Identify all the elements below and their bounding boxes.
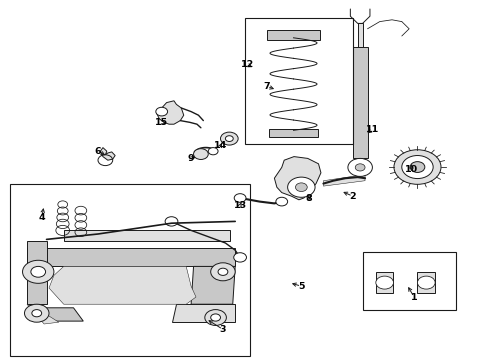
- Circle shape: [208, 148, 218, 155]
- Text: 3: 3: [220, 325, 226, 334]
- Circle shape: [24, 304, 49, 322]
- Circle shape: [348, 158, 372, 176]
- Bar: [417, 272, 435, 293]
- Text: 15: 15: [155, 118, 168, 127]
- Text: 13: 13: [234, 201, 246, 210]
- Text: 9: 9: [188, 154, 195, 163]
- Bar: [10, 184, 250, 356]
- Polygon shape: [29, 308, 83, 321]
- Circle shape: [211, 263, 235, 281]
- Bar: [376, 272, 393, 293]
- Text: 12: 12: [241, 60, 254, 69]
- Circle shape: [394, 150, 441, 184]
- Circle shape: [220, 132, 238, 145]
- Polygon shape: [274, 157, 321, 200]
- Circle shape: [402, 156, 433, 179]
- Text: 10: 10: [405, 165, 418, 174]
- Circle shape: [194, 149, 208, 159]
- Circle shape: [31, 266, 46, 277]
- Circle shape: [225, 136, 233, 141]
- Polygon shape: [269, 129, 318, 137]
- Circle shape: [234, 194, 246, 202]
- Polygon shape: [27, 248, 235, 266]
- Text: 7: 7: [264, 82, 270, 91]
- Circle shape: [410, 162, 425, 172]
- Circle shape: [218, 268, 228, 275]
- Circle shape: [295, 183, 307, 192]
- Text: 8: 8: [305, 194, 312, 202]
- Circle shape: [23, 260, 54, 283]
- Text: 6: 6: [95, 147, 101, 156]
- Circle shape: [276, 197, 288, 206]
- Text: 5: 5: [298, 282, 305, 291]
- Circle shape: [234, 253, 246, 262]
- Polygon shape: [267, 30, 320, 40]
- Circle shape: [211, 314, 220, 321]
- Text: 4: 4: [38, 213, 45, 222]
- Polygon shape: [49, 266, 196, 304]
- Polygon shape: [191, 266, 235, 304]
- Bar: [353, 47, 368, 158]
- Bar: [245, 18, 353, 144]
- Polygon shape: [172, 304, 235, 322]
- Bar: [358, 23, 363, 47]
- Circle shape: [165, 217, 178, 226]
- Polygon shape: [27, 241, 47, 304]
- Circle shape: [205, 310, 226, 325]
- Polygon shape: [323, 175, 365, 186]
- Bar: [363, 252, 456, 310]
- Text: 1: 1: [411, 292, 417, 302]
- Polygon shape: [64, 230, 230, 241]
- Polygon shape: [100, 148, 115, 160]
- Text: 14: 14: [214, 141, 227, 150]
- Circle shape: [32, 310, 42, 317]
- Circle shape: [417, 276, 435, 289]
- Circle shape: [376, 276, 393, 289]
- Circle shape: [288, 177, 315, 197]
- Polygon shape: [27, 304, 59, 324]
- Polygon shape: [157, 101, 184, 124]
- Circle shape: [156, 107, 168, 116]
- Text: 2: 2: [349, 192, 356, 201]
- Circle shape: [355, 164, 365, 171]
- Text: 11: 11: [366, 125, 379, 134]
